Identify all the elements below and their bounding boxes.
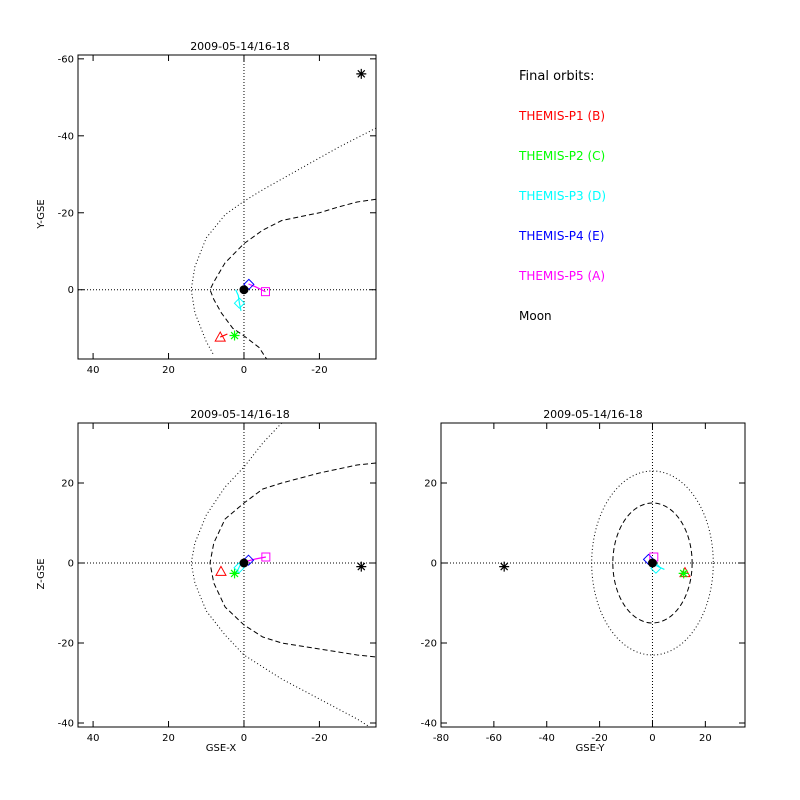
y-tick-label: -40 <box>58 719 74 730</box>
x-tick-label: -20 <box>311 365 327 376</box>
y-tick-label: -40 <box>58 131 74 142</box>
plot-frame <box>440 422 746 728</box>
orbit-track-themis-p1-b <box>219 333 228 338</box>
marker-themis-p1-b <box>215 565 227 576</box>
x-tick-label: 20 <box>699 733 712 744</box>
plot-frame <box>77 54 377 360</box>
x-tick-label: 0 <box>241 733 247 744</box>
y-tick-label: -60 <box>58 54 74 65</box>
y-tick-label: 20 <box>61 479 74 490</box>
marker-themis-p2-c <box>678 568 689 579</box>
magnetopause-curve <box>209 462 376 658</box>
legend: Final orbits: THEMIS-P1 (B) THEMIS-P2 (C)… <box>518 69 606 323</box>
panel-xy: 2009-05-14/16-18 Y-GSE 40 20 0 -20 -60 -40 -20… <box>36 40 377 376</box>
marker-themis-p2-c <box>229 330 240 341</box>
y-tick-label: 20 <box>424 479 437 490</box>
y-tick-label: -20 <box>421 639 437 650</box>
panel-yz: 2009-05-14/16-18 GSE-Y -80 -60 -40 -20 0 20 -4… <box>421 408 746 754</box>
plot-area <box>441 423 745 727</box>
legend-items: THEMIS-P1 (B) THEMIS-P2 (C) THEMIS-P3 (D) T… <box>518 109 606 323</box>
marker-earth <box>239 558 249 568</box>
plot-frame <box>77 422 377 728</box>
panel-xz: 2009-05-14/16-18 Z-GSE GSE-X 40 20 0 -20 -40… <box>36 408 377 754</box>
plot-area <box>78 55 376 359</box>
marker-themis-p5-a <box>261 552 271 562</box>
bow-shock-curve <box>190 127 376 356</box>
legend-item-moon: Moon <box>519 309 552 323</box>
panel-xy-plot: 40 20 0 -20 -60 -40 -20 0 <box>58 54 377 376</box>
panel-xz-title: 2009-05-14/16-18 <box>190 408 290 421</box>
marker-moon <box>499 561 510 572</box>
legend-item-themis-p3-d: THEMIS-P3 (D) <box>518 189 606 203</box>
marker-themis-p5-a <box>260 287 270 297</box>
orbit-track-themis-p5-a <box>247 556 267 562</box>
panel-yz-xlabel: GSE-Y <box>576 743 606 754</box>
x-tick-label: -20 <box>311 733 327 744</box>
legend-item-themis-p5-a: THEMIS-P5 (A) <box>518 269 605 283</box>
marker-earth <box>239 285 249 295</box>
x-tick-label: -80 <box>433 733 449 744</box>
legend-item-themis-p1-b: THEMIS-P1 (B) <box>518 109 605 123</box>
bow-shock-circle <box>591 470 714 656</box>
magnetopause-curve <box>209 198 376 359</box>
x-tick-label: -20 <box>591 733 607 744</box>
panel-xy-title: 2009-05-14/16-18 <box>190 40 290 53</box>
marker-themis-p2-c <box>229 568 240 579</box>
marker-themis-p3-d <box>233 297 246 309</box>
marker-themis-p1-b <box>214 331 227 342</box>
x-tick-label: 40 <box>87 733 100 744</box>
magnetopause-circle <box>612 502 693 624</box>
y-tick-label: 0 <box>431 559 437 570</box>
panel-xz-ylabel: Z-GSE <box>36 558 47 589</box>
panel-xz-plot: 40 20 0 -20 -40 -20 0 20 <box>58 422 377 744</box>
x-tick-label: 0 <box>241 365 247 376</box>
bow-shock-curve <box>190 423 371 727</box>
x-tick-label: 40 <box>87 365 100 376</box>
marker-moon <box>356 68 367 79</box>
orbit-track-themis-p5-a <box>248 283 266 293</box>
marker-moon <box>356 561 367 572</box>
y-tick-label: -20 <box>58 639 74 650</box>
marker-earth <box>647 558 657 568</box>
panel-yz-title: 2009-05-14/16-18 <box>543 408 643 421</box>
legend-title: Final orbits: <box>519 69 595 84</box>
marker-themis-p4-e <box>242 554 255 566</box>
panel-xy-ylabel: Y-GSE <box>36 199 47 229</box>
y-tick-label: -40 <box>421 719 437 730</box>
plot-area <box>78 423 376 727</box>
y-tick-label: -20 <box>58 208 74 219</box>
y-tick-label: 0 <box>68 285 74 296</box>
x-tick-label: -40 <box>539 733 555 744</box>
x-tick-label: 20 <box>162 365 175 376</box>
panel-yz-plot: -80 -60 -40 -20 0 20 -40 -20 0 20 <box>421 422 746 744</box>
x-tick-label: 20 <box>162 733 175 744</box>
legend-item-themis-p4-e: THEMIS-P4 (E) <box>518 229 604 243</box>
y-tick-label: 0 <box>68 559 74 570</box>
x-tick-label: -60 <box>486 733 502 744</box>
legend-item-themis-p2-c: THEMIS-P2 (C) <box>518 149 605 163</box>
panel-xz-xlabel: GSE-X <box>206 743 237 754</box>
marker-themis-p4-e <box>243 278 255 291</box>
x-tick-label: 0 <box>649 733 655 744</box>
